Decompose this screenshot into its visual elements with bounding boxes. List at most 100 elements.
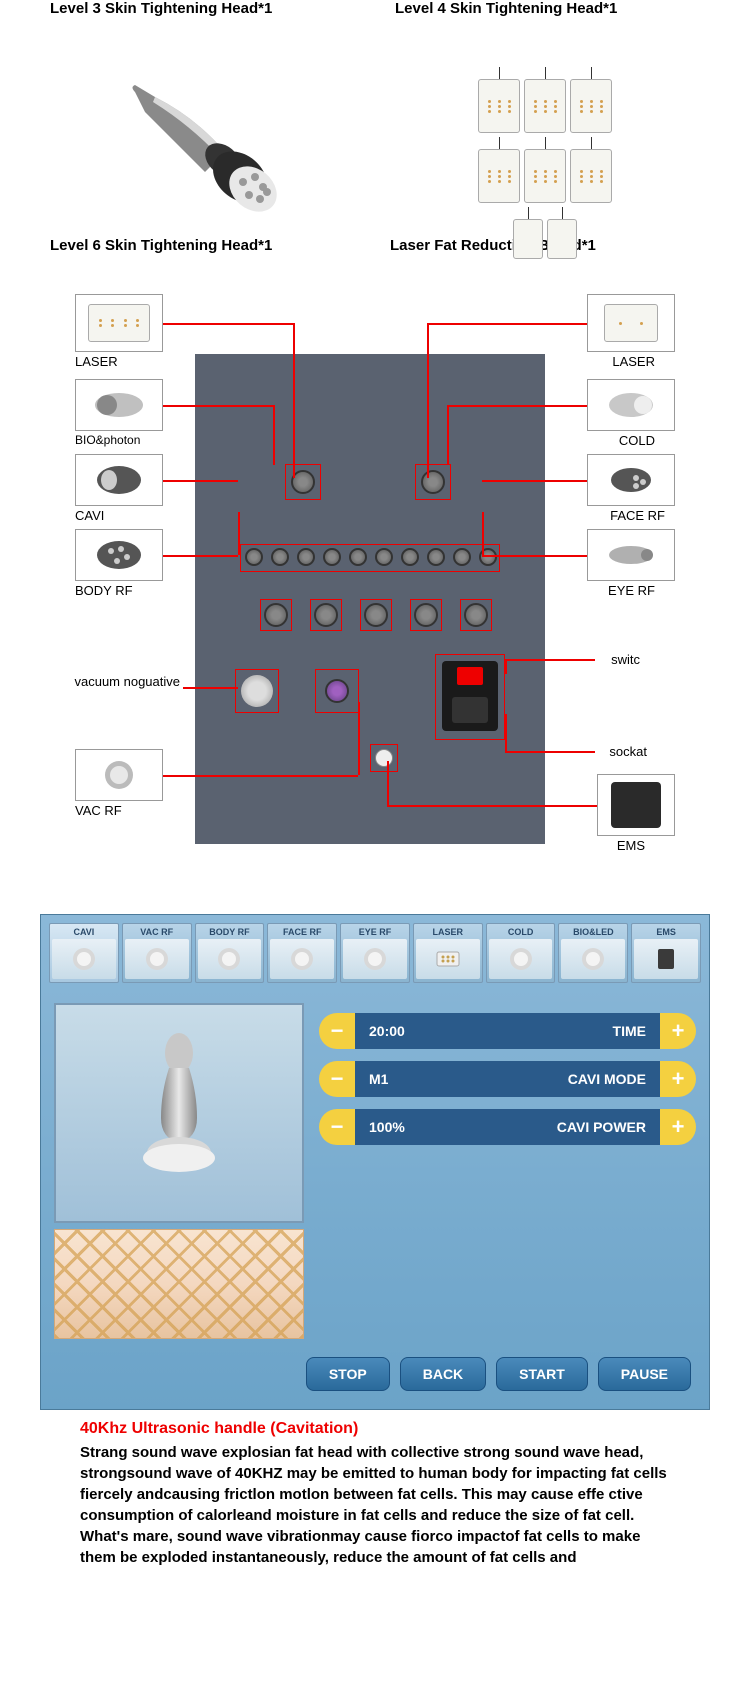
port-eyerf <box>587 529 675 581</box>
tab-laser[interactable]: LASER <box>413 923 483 983</box>
description: 40Khz Ultrasonic handle (Cavitation) Str… <box>40 1410 710 1568</box>
panel-main <box>195 354 545 844</box>
param-value: M1 <box>369 1071 388 1087</box>
tab-cavi[interactable]: CAVI <box>49 923 119 983</box>
port-facerf <box>587 454 675 506</box>
tab-label: EMS <box>634 927 698 937</box>
port-label: switc <box>611 652 640 667</box>
product-col: Level 6 Skin Tightening Head*1 <box>50 57 360 254</box>
ui-screen: CAVI VAC RF BODY RF FACE RF EYE RF LASER COLD B… <box>40 914 710 1410</box>
tab-icon <box>52 939 116 979</box>
minus-button[interactable]: − <box>319 1013 355 1049</box>
start-button[interactable]: START <box>496 1357 588 1391</box>
plus-button[interactable]: + <box>660 1013 696 1049</box>
tab-icon <box>416 939 480 979</box>
plus-button[interactable]: + <box>660 1109 696 1145</box>
tab-label: LASER <box>416 927 480 937</box>
minus-button[interactable]: − <box>319 1109 355 1145</box>
tab-label: VAC RF <box>125 927 189 937</box>
tab-label: EYE RF <box>343 927 407 937</box>
param-value: 100% <box>369 1119 405 1135</box>
tab-facerf[interactable]: FACE RF <box>267 923 337 983</box>
products-row-2: Level 6 Skin Tightening Head*1 <box>0 57 750 254</box>
tab-label: FACE RF <box>270 927 334 937</box>
tab-icon <box>125 939 189 979</box>
skin-cross-section <box>54 1229 304 1339</box>
tab-label: CAVI <box>52 927 116 937</box>
preview-box <box>54 1003 304 1223</box>
tab-cold[interactable]: COLD <box>486 923 556 983</box>
port-label: sockat <box>609 744 647 759</box>
stop-button[interactable]: STOP <box>306 1357 390 1391</box>
laser-board-image <box>390 57 700 237</box>
port-vacrf <box>75 749 163 801</box>
port-label: FACE RF <box>610 508 665 523</box>
param-label: CAVI POWER <box>557 1119 646 1135</box>
port-label: VAC RF <box>75 803 122 818</box>
port-label: LASER <box>612 354 655 369</box>
desc-text: Strang sound wave explosian fat head wit… <box>80 1442 670 1568</box>
param-label: CAVI MODE <box>568 1071 646 1087</box>
port-laser-right <box>587 294 675 352</box>
panel-diagram: LASER BIO&photon CAVI BODY RF vacuum nog… <box>75 294 675 854</box>
port-label: COLD <box>619 433 655 448</box>
cavi-handle-icon <box>119 1023 239 1203</box>
tab-label: BIO&LED <box>561 927 625 937</box>
ui-buttons: STOP BACK START PAUSE <box>49 1349 701 1401</box>
tab-icon <box>634 939 698 979</box>
tab-icon <box>561 939 625 979</box>
port-label: CAVI <box>75 508 104 523</box>
tab-icon <box>270 939 334 979</box>
port-bodyrf <box>75 529 163 581</box>
param-value: 20:00 <box>369 1023 405 1039</box>
port-label: EYE RF <box>608 583 655 598</box>
port-label: vacuum noguative <box>70 674 180 689</box>
desc-title: 40Khz Ultrasonic handle (Cavitation) <box>80 1420 670 1438</box>
port-ems <box>597 774 675 836</box>
tab-icon <box>489 939 553 979</box>
rf-handle-icon <box>105 67 305 227</box>
ui-body: −20:00TIME+−M1CAVI MODE+−100%CAVI POWER+ <box>49 993 701 1349</box>
tab-icon <box>343 939 407 979</box>
plus-button[interactable]: + <box>660 1061 696 1097</box>
param-row: −20:00 TIME + <box>319 1013 696 1049</box>
param-display: 100% CAVI POWER <box>355 1109 660 1145</box>
param-display: M1 CAVI MODE <box>355 1061 660 1097</box>
port-cavi <box>75 454 163 506</box>
tab-icon <box>198 939 262 979</box>
product-label: Level 3 Skin Tightening Head*1 <box>50 0 355 17</box>
back-button[interactable]: BACK <box>400 1357 486 1391</box>
port-laser-left <box>75 294 163 352</box>
ui-right: −20:00TIME+−M1CAVI MODE+−100%CAVI POWER+ <box>319 1003 696 1339</box>
laser-board-icon <box>470 67 620 227</box>
tab-ems[interactable]: EMS <box>631 923 701 983</box>
product-col: Level 3 Skin Tightening Head*1 <box>50 0 355 17</box>
tab-eyerf[interactable]: EYE RF <box>340 923 410 983</box>
handle-image <box>50 57 360 237</box>
tab-label: BODY RF <box>198 927 262 937</box>
port-cold <box>587 379 675 431</box>
param-row: −M1 CAVI MODE + <box>319 1061 696 1097</box>
tab-bioled[interactable]: BIO&LED <box>558 923 628 983</box>
products-row-1: Level 3 Skin Tightening Head*1 Level 4 S… <box>0 0 750 17</box>
port-label: LASER <box>75 354 118 369</box>
minus-button[interactable]: − <box>319 1061 355 1097</box>
ui-section: CAVI VAC RF BODY RF FACE RF EYE RF LASER COLD B… <box>0 914 750 1568</box>
port-label: EMS <box>617 838 645 853</box>
port-label: BIO&photon <box>75 433 140 447</box>
tab-vacrf[interactable]: VAC RF <box>122 923 192 983</box>
product-col: Laser Fat Reduction Board*1 <box>360 57 700 254</box>
param-display: 20:00 TIME <box>355 1013 660 1049</box>
param-label: TIME <box>613 1023 646 1039</box>
product-label: Level 6 Skin Tightening Head*1 <box>50 237 360 254</box>
product-label: Level 4 Skin Tightening Head*1 <box>395 0 700 17</box>
ui-tabs: CAVI VAC RF BODY RF FACE RF EYE RF LASER COLD B… <box>49 923 701 983</box>
panel-section: LASER BIO&photon CAVI BODY RF vacuum nog… <box>0 294 750 854</box>
param-row: −100% CAVI POWER + <box>319 1109 696 1145</box>
tab-label: COLD <box>489 927 553 937</box>
pause-button[interactable]: PAUSE <box>598 1357 691 1391</box>
port-bio <box>75 379 163 431</box>
tab-bodyrf[interactable]: BODY RF <box>195 923 265 983</box>
port-label: BODY RF <box>75 583 133 598</box>
ui-left <box>54 1003 304 1339</box>
